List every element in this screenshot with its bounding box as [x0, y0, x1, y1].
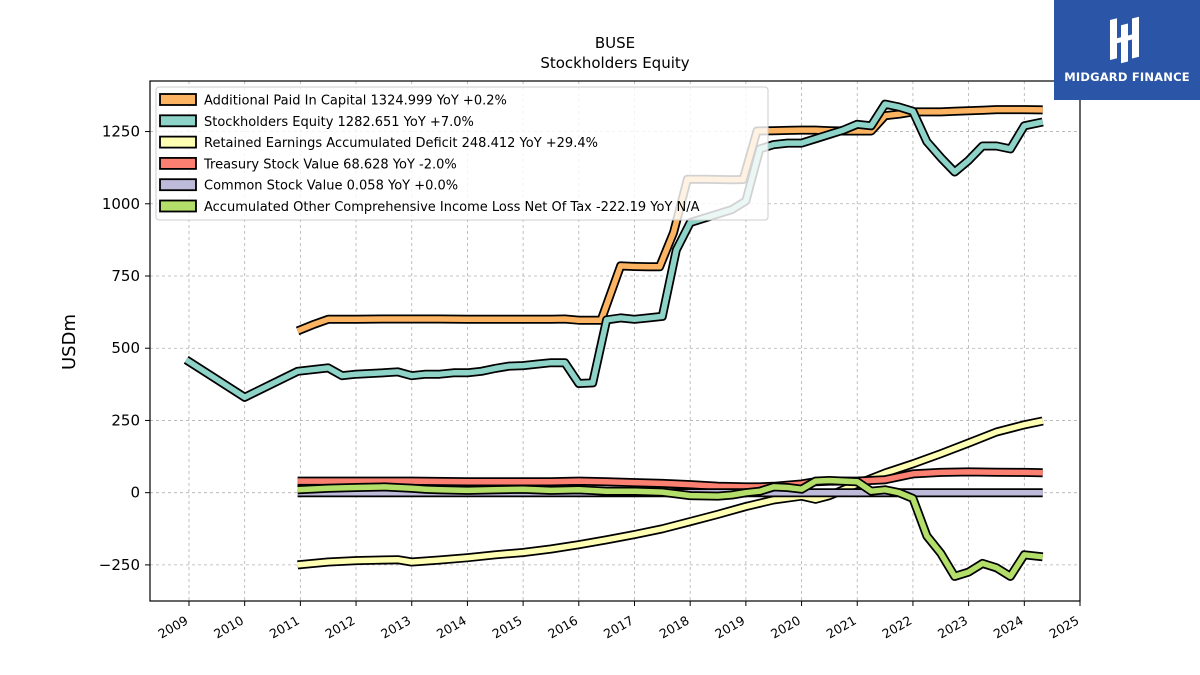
legend-swatch	[159, 93, 197, 106]
x-tick-label: 2013	[378, 613, 413, 642]
chart-subtitle: Stockholders Equity	[540, 54, 689, 72]
x-tick-label: 2021	[824, 613, 859, 642]
y-tick-label: 250	[111, 411, 140, 429]
x-tick-label: 2010	[211, 613, 246, 642]
x-tick-label: 2024	[991, 613, 1026, 642]
legend-entry: Accumulated Other Comprehensive Income L…	[204, 200, 700, 215]
legend-swatch	[159, 114, 197, 128]
x-tick-label: 2025	[1046, 613, 1081, 642]
x-tick-label: 2022	[879, 613, 914, 642]
legend-entry: Stockholders Equity 1282.651 YoY +7.0%	[204, 115, 474, 130]
x-axis: 2009 2010 2011 2012 2013 2014 2015 2016 2017 2018…	[155, 601, 1082, 642]
x-tick-label: 2014	[434, 613, 469, 642]
y-tick-label: 1000	[102, 195, 140, 213]
legend-swatch	[159, 156, 197, 170]
x-tick-label: 2023	[935, 613, 970, 642]
y-tick-label: 1250	[102, 123, 140, 141]
series-line	[183, 99, 1044, 402]
x-tick-label: 2018	[657, 613, 692, 642]
midgard-mark-icon	[1110, 16, 1139, 64]
x-tick-label: 2016	[545, 613, 580, 642]
y-tick-label: 500	[111, 339, 140, 357]
x-tick-label: 2019	[712, 613, 747, 642]
series-fill	[297, 477, 1043, 580]
legend: Additional Paid In Capital 1324.999 YoY …	[155, 86, 769, 221]
series-line	[297, 416, 1044, 570]
legend-entry: Common Stock Value 0.058 YoY +0.0%	[204, 179, 458, 194]
y-tick-label: 0	[130, 484, 140, 502]
series-fill	[184, 101, 1044, 401]
legend-box	[155, 86, 769, 221]
x-tick-label: 2015	[490, 613, 525, 642]
x-tick-label: 2009	[155, 613, 190, 642]
brand-name: MIDGARD FINANCE	[1064, 70, 1190, 84]
y-tick-label: −250	[99, 556, 140, 574]
series-fill	[297, 469, 1043, 490]
y-tick-label: 750	[111, 267, 140, 285]
y-axis: −250 0 250 500 750 1000 1250	[99, 123, 150, 574]
x-tick-label: 2012	[322, 613, 357, 642]
legend-swatch	[159, 178, 197, 192]
brand-logo: MIDGARD FINANCE	[1054, 0, 1200, 100]
legend-entry: Treasury Stock Value 68.628 YoY -2.0%	[203, 157, 457, 172]
series-line	[297, 467, 1043, 492]
series-group	[183, 99, 1044, 581]
legend-swatch	[159, 135, 197, 149]
x-tick-label: 2011	[267, 613, 302, 642]
series-line	[297, 476, 1044, 581]
x-tick-label: 2017	[601, 613, 636, 642]
legend-entry: Retained Earnings Accumulated Deficit 24…	[204, 136, 598, 151]
chart-title: BUSE	[595, 34, 635, 52]
y-axis-label: USDm	[59, 314, 80, 370]
legend-entry: Additional Paid In Capital 1324.999 YoY …	[204, 94, 507, 109]
x-tick-label: 2020	[768, 613, 803, 642]
legend-swatch	[159, 199, 197, 213]
plot-frame	[149, 80, 1081, 602]
series-fill	[297, 418, 1044, 568]
